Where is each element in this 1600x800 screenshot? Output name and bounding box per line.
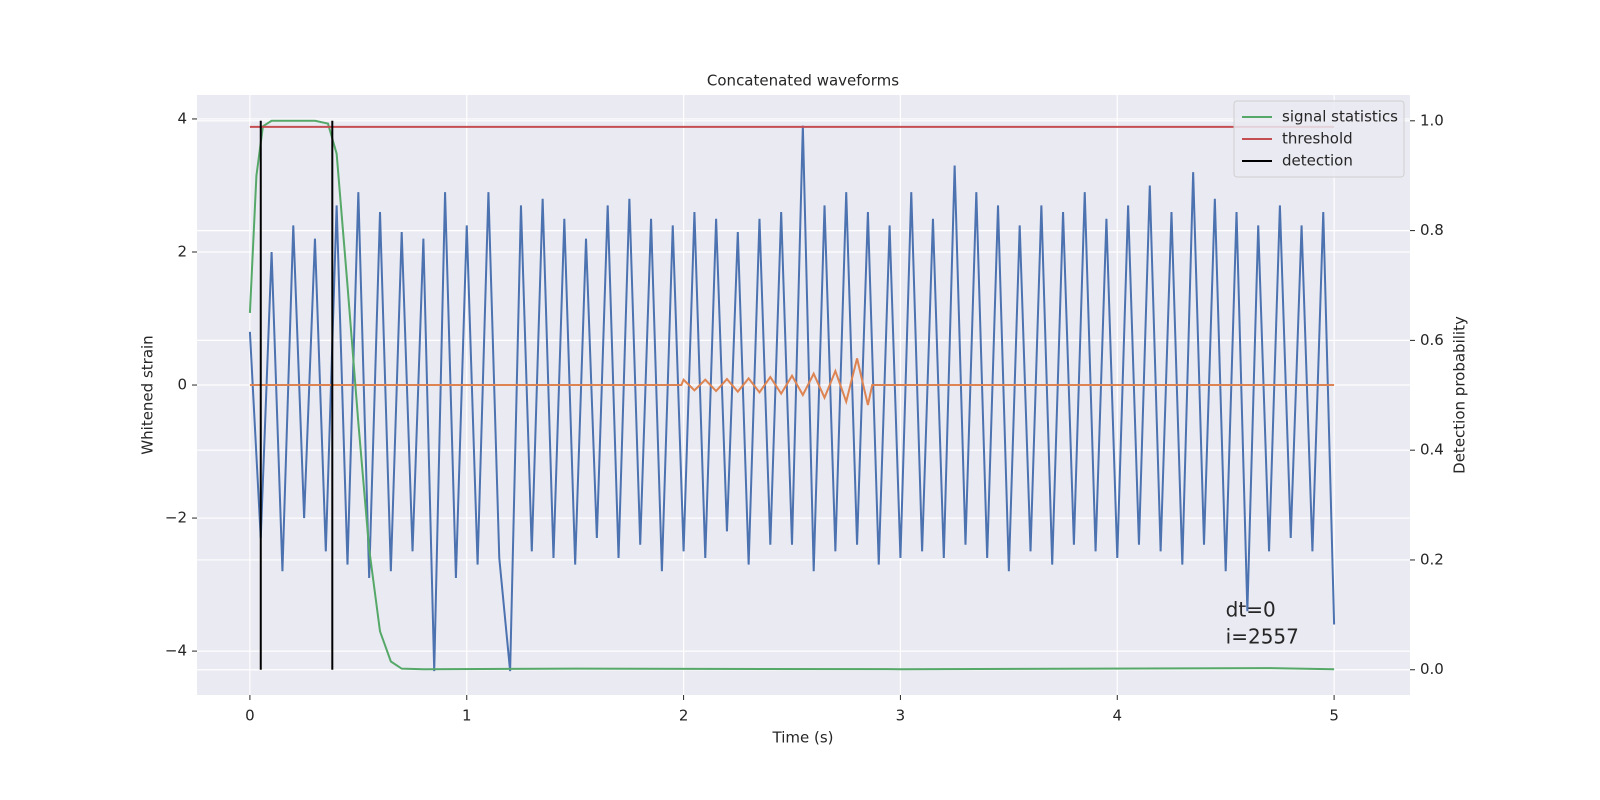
y-tick-label: 4: [177, 109, 187, 127]
y-axis-label: Whitened strain: [139, 335, 157, 454]
y2-tick-label: 0.0: [1420, 660, 1444, 678]
x-tick-label: 0: [245, 707, 255, 725]
x-axis-label: Time (s): [772, 729, 834, 747]
legend-label: threshold: [1282, 130, 1353, 148]
y2-tick-label: 0.6: [1420, 331, 1444, 349]
y-tick-label: 0: [177, 376, 187, 394]
y2-tick-label: 0.2: [1420, 550, 1444, 568]
y-tick-label: −4: [165, 642, 187, 660]
y2-tick-label: 1.0: [1420, 111, 1444, 129]
y2-axis-label: Detection probability: [1451, 316, 1469, 474]
legend-box: [1233, 100, 1405, 178]
x-tick-label: 1: [462, 707, 472, 725]
chart-title: Concatenated waveforms: [707, 72, 899, 90]
annotation: dt=0: [1226, 598, 1276, 622]
x-tick-label: 2: [679, 707, 689, 725]
y-tick-label: −2: [165, 509, 187, 527]
y2-tick-label: 0.4: [1420, 441, 1444, 459]
series-line: [249, 358, 1335, 406]
legend-label: signal statistics: [1282, 108, 1398, 126]
annotation: i=2557: [1226, 624, 1299, 648]
x-tick-label: 5: [1329, 707, 1339, 725]
x-tick-label: 4: [1112, 707, 1122, 725]
y-tick-label: 2: [177, 242, 187, 260]
series-line: [248, 119, 1335, 671]
legend-label: detection: [1282, 152, 1353, 170]
y2-tick-label: 0.8: [1420, 221, 1444, 239]
x-tick-label: 3: [896, 707, 906, 725]
series-line: [248, 125, 1336, 672]
